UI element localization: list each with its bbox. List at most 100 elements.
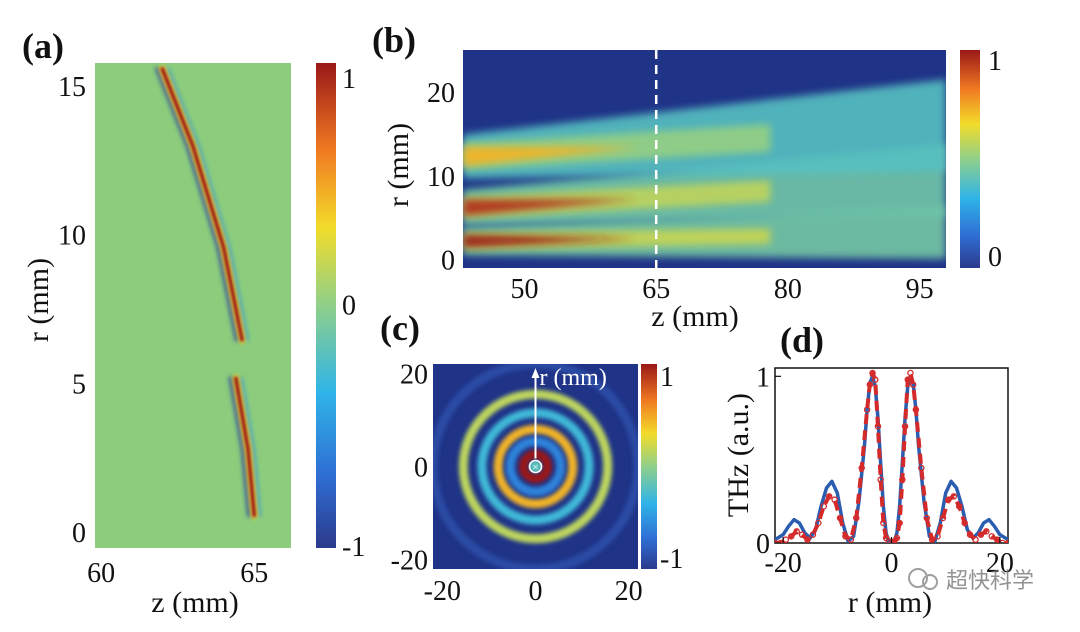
d-series-measurement-point (972, 536, 979, 543)
panel-a-y-ticks: 0 5 10 15 (58, 72, 86, 549)
d-series-measurement-point (893, 534, 901, 542)
panel-b-colorbar (960, 50, 980, 268)
c-ytick-0: 0 (414, 453, 428, 484)
watermark-text: 超快科学 (946, 569, 1034, 594)
d-series-measurement-point (904, 376, 912, 383)
a-ytick-10: 10 (58, 221, 86, 252)
a-cbtick-0: 0 (342, 291, 356, 322)
panel-c: (c) -20 0 20 20 0 -20 r (mm) × 1 -1 (380, 308, 683, 607)
b-ytick-10: 10 (427, 162, 455, 193)
d-series-measurement-point (961, 519, 968, 527)
panel-b-x-label: z (mm) (651, 300, 738, 333)
d-series-measurement-point (899, 476, 906, 483)
d-series-measurement-point (858, 464, 865, 472)
pulse-1-negative-lobe-b (239, 376, 261, 517)
d-series-measurement-point (909, 381, 917, 388)
d-xtick--20: -20 (764, 548, 801, 579)
d-series-measurement-point (820, 503, 828, 510)
d-series-measurement-point (809, 531, 817, 538)
d-series-measurement-point (877, 476, 884, 483)
d-series-measurement-point (966, 531, 974, 538)
panel-d-axes (774, 367, 1009, 544)
d-series-measurement-point (988, 533, 995, 540)
panel-a-y-label: r (mm) (22, 258, 55, 342)
d-ytick-1: 1 (756, 362, 770, 393)
d-series-measurement-point (901, 423, 909, 430)
panel-a-colorbar (316, 63, 336, 548)
panel-c-y-ticks: 20 0 -20 (391, 359, 428, 576)
panel-c-x-ticks: -20 0 20 (424, 576, 643, 607)
panel-c-center-cross: × (532, 462, 538, 474)
d-series-measurement-point (788, 533, 795, 540)
d-series-measurement-point (775, 539, 779, 543)
watermark: 超快科学 (908, 568, 1034, 594)
d-series-measurement-point (871, 376, 879, 383)
b-xtick-65: 65 (642, 274, 670, 305)
panel-c-colorbar (641, 364, 657, 569)
d-series-measurement-point (853, 514, 860, 522)
b-band-2-core (463, 146, 639, 167)
d-series-measurement-point (847, 536, 855, 543)
d-series-measurement-point (866, 381, 874, 388)
d-series-measurement-point (825, 493, 833, 500)
d-series-calculation-line (775, 374, 1008, 543)
panel-a-x-ticks: 60 65 (87, 558, 268, 589)
a-ytick-5: 5 (72, 369, 86, 400)
d-series-measurement-point (869, 369, 876, 377)
panel-b-y-label: r (mm) (382, 123, 415, 207)
panel-label-d: (d) (780, 320, 824, 360)
panel-b-y-ticks: 0 10 20 (427, 78, 455, 277)
d-series-measurement-point (842, 533, 849, 540)
a-cbtick-1: 1 (342, 64, 356, 95)
d-series-measurement-point (863, 406, 871, 413)
c-xtick--20: -20 (424, 576, 461, 607)
panel-a-field (155, 65, 261, 519)
d-ytick-0: 0 (756, 529, 770, 560)
panel-d-plot (775, 369, 1008, 543)
panel-b-colorbar-ticks: 10 (988, 46, 1002, 273)
panel-b-field (463, 79, 946, 259)
d-series-measurement-point (955, 503, 963, 510)
d-series-measurement-point (896, 519, 903, 527)
b-xtick-80: 80 (774, 274, 802, 305)
panel-d-x-ticks: -20 0 20 (764, 537, 1014, 579)
d-series-measurement-point (798, 531, 806, 538)
a-cbtick--1: -1 (342, 532, 365, 563)
panel-a-colorbar-ticks: 1 0 -1 (342, 64, 365, 563)
panel-c-colorbar-ticks: 1 -1 (660, 362, 683, 575)
c-ytick-20: 20 (400, 359, 428, 390)
panel-c-arrowhead (531, 368, 540, 378)
watermark-logo-icon (908, 568, 928, 588)
d-series-measurement-point (804, 536, 811, 543)
d-series-measurement-line (775, 371, 1008, 543)
c-xtick-0: 0 (529, 576, 543, 607)
panel-d-y-label: THz (a.u.) (722, 393, 755, 517)
d-series-measurement-point (939, 514, 947, 522)
d-series-measurement-point (923, 514, 930, 522)
a-xtick-65: 65 (240, 558, 268, 589)
panel-b-x-ticks: 50 65 80 95 (510, 274, 933, 305)
d-series-measurement-point (912, 406, 920, 413)
panel-label-a: (a) (22, 26, 64, 66)
b-ytick-0: 0 (441, 246, 455, 277)
d-series-measurement-point (918, 464, 925, 472)
pulse-0-negative-lobe-b (165, 67, 249, 342)
b-cbtick-0: 0 (988, 242, 1002, 273)
d-series-measurement-point (793, 528, 800, 535)
panel-c-center-marker (528, 459, 543, 474)
c-cbtick-1: 1 (660, 362, 674, 393)
b-band-2-mid (463, 124, 771, 170)
d-series-measurement-point (950, 493, 958, 500)
panel-c-annotation: r (mm) (540, 365, 607, 391)
d-series-measurement-point (977, 531, 985, 538)
d-series-measurement-point (907, 369, 914, 377)
b-cbtick-1: 1 (988, 46, 1002, 77)
c-cbtick--1: -1 (660, 544, 683, 575)
panel-label-c: (c) (380, 308, 420, 348)
b-band-0-core (463, 234, 639, 248)
panel-a-x-label: z (mm) (151, 586, 238, 619)
d-xtick-20: 20 (986, 548, 1014, 579)
d-series-measurement-point (880, 519, 887, 527)
